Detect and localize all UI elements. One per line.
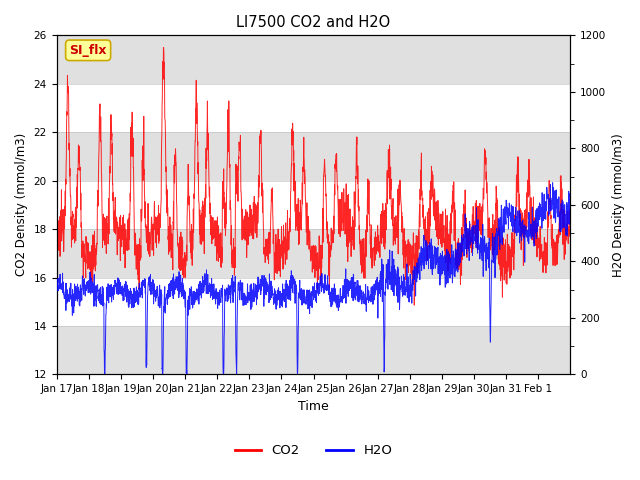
Y-axis label: H2O Density (mmol/m3): H2O Density (mmol/m3) — [612, 133, 625, 277]
X-axis label: Time: Time — [298, 400, 329, 413]
Legend: CO2, H2O: CO2, H2O — [230, 439, 397, 463]
Bar — [56, 229, 570, 277]
Title: LI7500 CO2 and H2O: LI7500 CO2 and H2O — [236, 15, 390, 30]
Bar — [56, 36, 570, 84]
Bar — [56, 326, 570, 374]
Text: SI_flx: SI_flx — [69, 44, 107, 57]
Y-axis label: CO2 Density (mmol/m3): CO2 Density (mmol/m3) — [15, 133, 28, 276]
Bar — [56, 132, 570, 180]
